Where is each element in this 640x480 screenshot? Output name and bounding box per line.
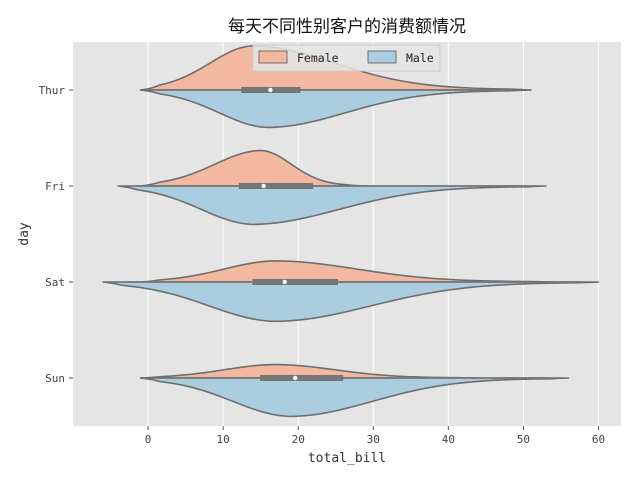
violin-female-fri (139, 149, 367, 187)
iqr-box-sun (259, 375, 344, 381)
y-tick-label-fri: Fri (45, 180, 65, 193)
median-dot-sun (293, 375, 298, 381)
watermark: https://blog.csdn.net/weixin_43425784 (398, 456, 632, 470)
violin-female-sun (139, 363, 480, 379)
median-dot-fri (261, 183, 266, 189)
y-tick-label-sat: Sat (45, 276, 65, 289)
x-tick-label-20: 20 (292, 433, 305, 446)
x-axis-label: total_bill (308, 451, 386, 466)
iqr-box-fri (238, 183, 314, 189)
legend-label-male: Male (406, 51, 434, 65)
legend-frame (252, 44, 441, 72)
y-tick-label-sun: Sun (45, 372, 65, 385)
legend-label-female: Female (297, 51, 339, 65)
x-tick-label-40: 40 (442, 433, 455, 446)
y-tick-label-thur: Thur (39, 84, 66, 97)
median-dot-thur (268, 87, 273, 93)
x-tick-label-10: 10 (217, 433, 230, 446)
violin-female-sat (139, 260, 555, 283)
x-tick-label-0: 0 (145, 433, 152, 446)
violin-male-fri (117, 185, 547, 226)
legend-swatch-male (367, 50, 397, 64)
violin-male-sun (139, 377, 570, 418)
x-tick-label-30: 30 (367, 433, 380, 446)
y-axis-label: day (17, 222, 32, 246)
violin-male-thur (139, 89, 532, 129)
x-tick-label-60: 60 (592, 433, 605, 446)
x-tick-label-50: 50 (517, 433, 530, 446)
violin-male-sat (102, 281, 600, 323)
iqr-box-sat (252, 279, 338, 285)
chart-title: 每天不同性别客户的消费额情况 (228, 17, 466, 37)
legend-swatch-female (258, 50, 288, 64)
median-dot-sat (282, 279, 287, 285)
legend: Female Male (252, 44, 441, 72)
